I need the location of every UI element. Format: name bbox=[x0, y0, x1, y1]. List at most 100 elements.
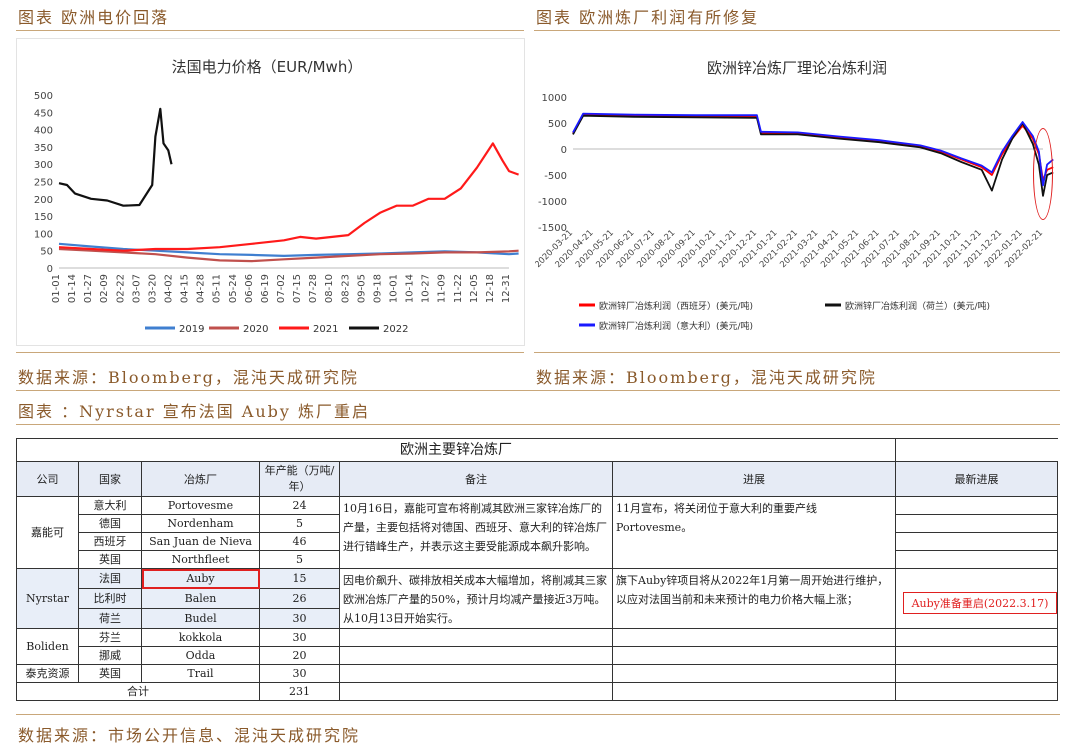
smelter-cell: Budel bbox=[141, 608, 260, 629]
table-row: 泰克资源 英国 Trail 30 bbox=[16, 664, 1058, 683]
y-tick-label: 100 bbox=[34, 229, 53, 240]
capacity-cell: 26 bbox=[259, 588, 340, 609]
x-tick-label: 08-10 bbox=[324, 274, 335, 303]
smelter-cell: kokkola bbox=[141, 628, 260, 647]
smelter-cell: Portovesme bbox=[141, 496, 260, 515]
country-cell: 德国 bbox=[78, 514, 142, 533]
col-header: 冶炼厂 bbox=[141, 461, 260, 497]
capacity-cell: 46 bbox=[259, 532, 340, 551]
x-tick-label: 11-09 bbox=[437, 274, 448, 303]
capacity-cell: 5 bbox=[259, 550, 340, 569]
x-tick-label: 03-20 bbox=[147, 274, 158, 303]
col-header: 最新进展 bbox=[895, 461, 1058, 497]
smelter-cell: Balen bbox=[141, 588, 260, 609]
x-tick-label: 02-09 bbox=[99, 274, 110, 303]
caption-mid: 图表 ：Nyrstar 宣布法国 Auby 炼厂重启 bbox=[18, 402, 371, 421]
x-tick-label: 04-15 bbox=[180, 274, 191, 303]
x-tick-label: 05-24 bbox=[228, 274, 239, 303]
x-tick-label: 10-01 bbox=[389, 274, 400, 303]
y-tick-label: 0 bbox=[561, 145, 567, 156]
total-label: 合计 bbox=[16, 682, 260, 701]
x-tick-label: 10-27 bbox=[421, 274, 432, 303]
company-cell: Nyrstar bbox=[16, 568, 79, 629]
x-tick-label: 03-07 bbox=[131, 274, 142, 303]
y-tick-label: 500 bbox=[34, 91, 53, 102]
series-line-欧洲锌厂冶炼利润（荷兰）(美元/吨) bbox=[572, 114, 1054, 197]
x-tick-label: 09-05 bbox=[356, 274, 367, 303]
x-tick-label: 01-01 bbox=[51, 274, 62, 303]
highlight-ellipse bbox=[1033, 128, 1053, 220]
x-tick-label: 02-22 bbox=[115, 274, 126, 303]
chart-title: 法国电力价格（EUR/Mwh） bbox=[172, 58, 363, 76]
caption-right: 图表 欧洲炼厂利润有所修复 bbox=[536, 8, 760, 27]
table-row: Boliden 芬兰 kokkola 30 bbox=[16, 628, 1058, 665]
source-right: 数据来源：Bloomberg，混沌天成研究院 bbox=[536, 368, 877, 387]
x-tick-label: 06-06 bbox=[244, 274, 255, 303]
smelter-cell: Odda bbox=[141, 646, 260, 665]
legend-label: 2019 bbox=[179, 324, 204, 335]
legend-label: 2020 bbox=[243, 324, 268, 335]
chart-panel-left: 法国电力价格（EUR/Mwh） 0 50 100 150 200 250 300 350 400 4… bbox=[16, 38, 525, 346]
country-cell: 法国 bbox=[78, 568, 142, 589]
divider bbox=[16, 352, 524, 353]
y-tick-label: 350 bbox=[34, 143, 53, 154]
country-cell: 西班牙 bbox=[78, 532, 142, 551]
table-row: 挪威 Odda 20 bbox=[17, 646, 1058, 665]
x-tick-label: 09-18 bbox=[372, 274, 383, 303]
chart-title: 欧洲锌冶炼厂理论冶炼利润 bbox=[707, 59, 887, 77]
y-tick-label: 1000 bbox=[542, 93, 567, 104]
country-cell: 荷兰 bbox=[78, 608, 142, 629]
divider bbox=[16, 424, 1060, 425]
table-row: 德国 Nordenham 5 bbox=[17, 514, 1058, 533]
divider bbox=[16, 390, 1060, 391]
capacity-cell: 20 bbox=[259, 646, 340, 665]
y-tick-label: 400 bbox=[34, 126, 53, 137]
smelter-cell: Trail bbox=[141, 664, 260, 683]
source-bottom: 数据来源：市场公开信息、混沌天成研究院 bbox=[18, 726, 361, 745]
y-tick-label: -500 bbox=[544, 171, 567, 182]
y-tick-label: 250 bbox=[34, 178, 53, 189]
country-cell: 挪威 bbox=[78, 646, 142, 665]
y-tick-label: -1000 bbox=[538, 197, 567, 208]
note-cell: 因电价飙升、碳排放相关成本大幅增加，将削减其三家欧洲冶炼厂产量的50%，预计月均… bbox=[339, 568, 613, 629]
legend-label: 2022 bbox=[383, 324, 408, 335]
x-tick-label: 11-22 bbox=[453, 274, 464, 303]
capacity-cell: 30 bbox=[259, 664, 340, 683]
y-tick-label: 50 bbox=[40, 247, 53, 258]
series-line-2020 bbox=[58, 247, 519, 263]
legend-label: 2021 bbox=[313, 324, 338, 335]
legend-label: 欧洲锌厂冶炼利润（荷兰）(美元/吨) bbox=[845, 300, 990, 312]
company-cell: 泰克资源 bbox=[16, 664, 79, 683]
x-tick-label: 10-14 bbox=[405, 274, 416, 303]
col-header: 进展 bbox=[612, 461, 896, 497]
col-header: 公司 bbox=[16, 461, 79, 497]
legend-label: 欧洲锌厂冶炼利润（西班牙）(美元/吨) bbox=[599, 300, 753, 312]
x-tick-label: 07-02 bbox=[276, 274, 287, 303]
y-tick-label: 450 bbox=[34, 108, 53, 119]
smelter-cell: Nordenham bbox=[141, 514, 260, 533]
series-line-2021 bbox=[58, 142, 519, 252]
country-cell: 英国 bbox=[78, 664, 142, 683]
country-cell: 比利时 bbox=[78, 588, 142, 609]
x-tick-label: 06-19 bbox=[260, 274, 271, 303]
y-tick-label: 200 bbox=[34, 195, 53, 206]
divider bbox=[16, 714, 1060, 715]
capacity-cell: 5 bbox=[259, 514, 340, 533]
capacity-cell: 30 bbox=[259, 608, 340, 629]
x-tick-label: 05-11 bbox=[212, 274, 223, 303]
latest-progress-badge: Auby准备重启(2022.3.17) bbox=[903, 592, 1057, 614]
zinc-smelter-table: 欧洲主要锌冶炼厂 公司 国家 冶炼厂 年产能（万吨/年） 备注 进展 最新进展 … bbox=[16, 438, 1058, 701]
y-tick-label: 150 bbox=[34, 212, 53, 223]
source-left: 数据来源：Bloomberg，混沌天成研究院 bbox=[18, 368, 359, 387]
capacity-cell: 15 bbox=[259, 568, 340, 589]
smelter-cell: San Juan de Nieva bbox=[141, 532, 260, 551]
divider bbox=[16, 30, 524, 31]
y-tick-label: 500 bbox=[548, 119, 567, 130]
smelter-cell: Northfleet bbox=[141, 550, 260, 569]
country-cell: 英国 bbox=[78, 550, 142, 569]
chart-panel-right: 欧洲锌冶炼厂理论冶炼利润 1000 500 0 -500 -1000 -1500 2020-0… bbox=[533, 38, 1060, 346]
x-tick-label: 12-05 bbox=[469, 274, 480, 303]
x-tick-label: 01-27 bbox=[83, 274, 94, 303]
capacity-cell: 30 bbox=[259, 628, 340, 647]
series-line-2022 bbox=[58, 107, 173, 207]
